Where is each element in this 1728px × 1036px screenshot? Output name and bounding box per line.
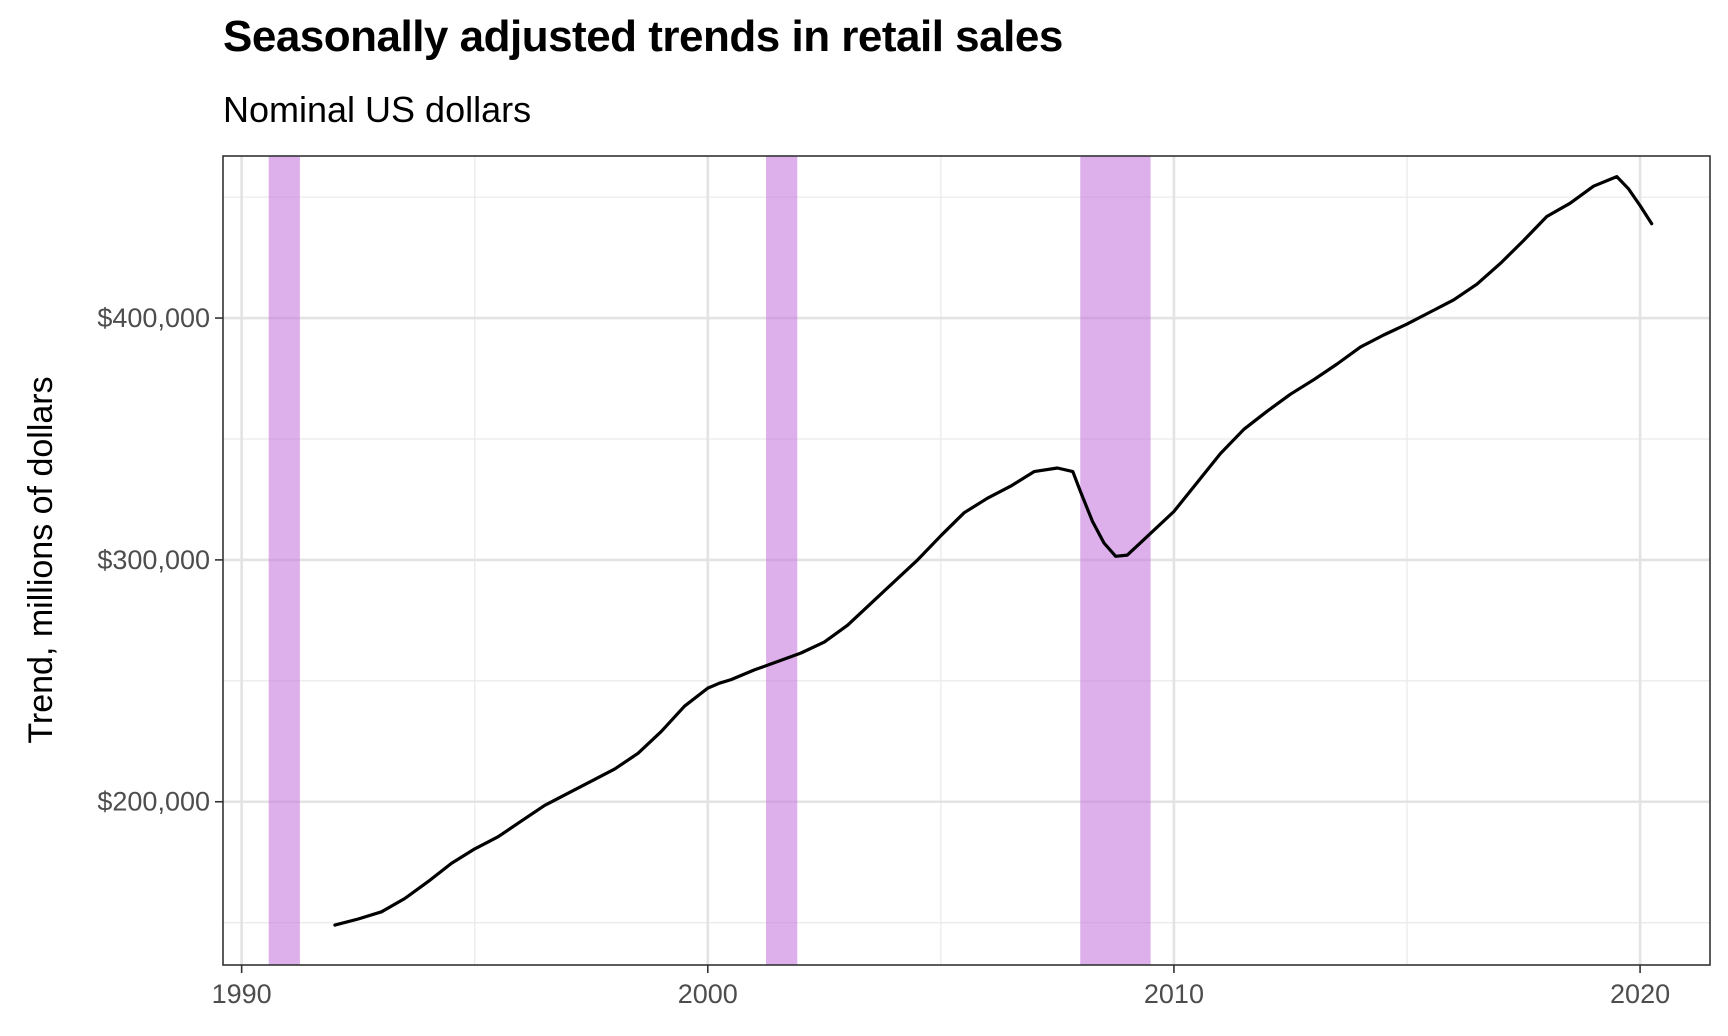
series-line	[333, 175, 1654, 927]
y-tick-label: $200,000	[97, 787, 210, 817]
recession-band	[766, 156, 798, 965]
x-axis: 1990 2000 2010 2020	[212, 965, 1670, 1009]
data-series	[333, 175, 1654, 927]
chart-title: Seasonally adjusted trends in retail sal…	[223, 12, 1063, 61]
minor-gridlines	[223, 156, 1710, 965]
y-axis: $200,000 $300,000 $400,000	[97, 303, 223, 817]
y-tick-label: $300,000	[97, 545, 210, 575]
major-gridlines	[223, 156, 1710, 965]
x-tick-label: 2010	[1144, 979, 1204, 1009]
x-tick-label: 2020	[1610, 979, 1670, 1009]
recession-bands	[268, 156, 1151, 965]
y-tick-label: $400,000	[97, 303, 210, 333]
recession-band	[268, 156, 300, 965]
chart-subtitle: Nominal US dollars	[223, 89, 532, 130]
y-axis-title: Trend, millions of dollars	[22, 376, 60, 743]
x-tick-label: 2000	[678, 979, 738, 1009]
x-tick-label: 1990	[212, 979, 272, 1009]
recession-band	[1080, 156, 1151, 965]
